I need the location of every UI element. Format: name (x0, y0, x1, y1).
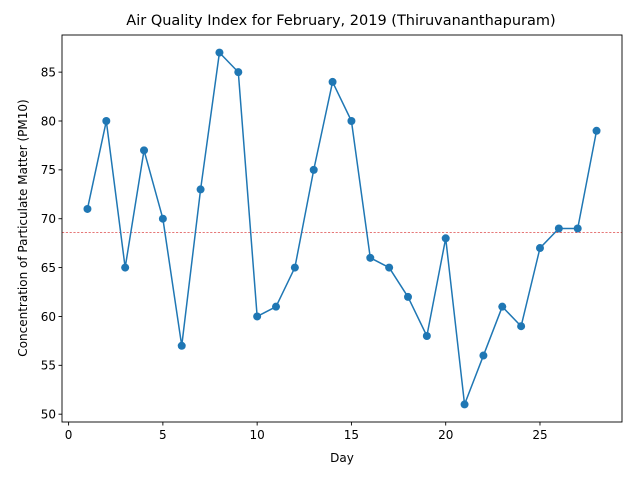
series-layer (83, 48, 601, 409)
data-point (234, 68, 243, 77)
data-point (441, 234, 450, 243)
data-point (403, 292, 412, 301)
data-point (498, 302, 507, 311)
y-tick-label: 50 (41, 407, 56, 421)
x-tick-label: 5 (159, 428, 167, 442)
data-point (535, 244, 544, 253)
data-point (102, 117, 111, 125)
data-point (140, 146, 149, 155)
data-point (592, 126, 601, 135)
data-point (573, 224, 582, 233)
y-tick-label: 60 (41, 310, 56, 324)
y-tick-label: 85 (41, 65, 56, 79)
data-point (158, 214, 167, 223)
plot-frame (61, 34, 623, 423)
x-tick-label: 20 (438, 428, 453, 442)
x-axis: 0 5 10 15 20 25 (65, 422, 548, 442)
x-tick-label: 25 (532, 428, 547, 442)
data-point (422, 332, 431, 340)
data-point (253, 312, 262, 321)
data-point (177, 341, 186, 350)
x-tick-label: 0 (65, 428, 73, 442)
data-point (121, 263, 130, 272)
data-point (460, 400, 469, 409)
y-axis: 50 55 60 65 70 75 80 85 (41, 65, 62, 421)
data-point (479, 351, 488, 360)
data-point (272, 302, 281, 311)
y-tick-label: 80 (41, 114, 56, 128)
data-point (215, 48, 224, 57)
data-point (517, 322, 526, 331)
y-tick-label: 70 (41, 212, 56, 226)
data-point (385, 263, 394, 272)
x-tick-label: 10 (250, 428, 265, 442)
data-point (328, 77, 337, 86)
data-point (196, 185, 205, 194)
data-point (347, 117, 356, 125)
y-tick-label: 55 (41, 359, 56, 373)
chart-title: Air Quality Index for February, 2019 (Th… (126, 13, 555, 29)
x-axis-label: Day (330, 451, 354, 465)
series-line (86, 51, 598, 406)
data-point (83, 204, 92, 213)
data-point (309, 165, 318, 174)
data-point (554, 224, 563, 233)
x-tick-label: 15 (344, 428, 359, 442)
y-tick-label: 65 (41, 261, 56, 275)
data-point (290, 263, 299, 272)
y-tick-label: 75 (41, 163, 56, 177)
data-point (366, 253, 375, 262)
y-axis-label: Concentration of Particulate Matter (PM1… (16, 99, 30, 356)
